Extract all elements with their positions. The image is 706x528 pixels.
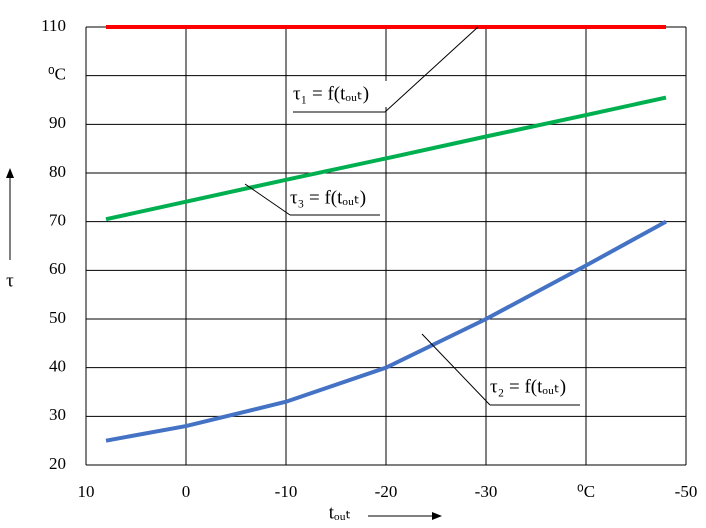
annotation-leader [384, 26, 479, 113]
annotation-leader [244, 183, 291, 216]
series-annotation: τ₁ = f(tₒᵤₜ) [293, 83, 369, 104]
y-tick-label: 70 [49, 211, 66, 230]
y-tick-label: 60 [49, 259, 66, 278]
x-tick-label: -30 [475, 482, 498, 501]
y-tick-label: 110 [41, 16, 66, 35]
x-tick-label: -20 [375, 482, 398, 501]
annotation-leader [421, 333, 491, 406]
x-axis-arrowhead [432, 512, 442, 520]
x-tick-label: -50 [675, 482, 698, 501]
y-tick-label: 30 [49, 405, 66, 424]
y-tick-label: 80 [49, 162, 66, 181]
x-axis-label: tₒᵤₜ [329, 502, 352, 523]
x-tick-label: 10 [78, 482, 95, 501]
y-tick-label: 40 [49, 357, 66, 376]
y-axis-label: τ [6, 270, 14, 291]
annotation-bg [290, 81, 388, 107]
x-tick-label: -10 [275, 482, 298, 501]
series-line [105, 219, 667, 443]
series-annotation: τ₃ = f(tₒᵤₜ) [290, 187, 366, 208]
y-tick-label: ⁰C [48, 65, 66, 84]
x-tick-label: ⁰C [577, 482, 595, 501]
y-tick-label: 90 [49, 113, 66, 132]
y-tick-label: 20 [49, 454, 66, 473]
series-annotation: τ₂ = f(tₒᵤₜ) [490, 376, 566, 397]
annotation-bg [487, 374, 583, 400]
annotation-bg [287, 185, 383, 211]
series-line [105, 95, 667, 222]
y-axis-arrowhead [6, 168, 14, 178]
y-tick-label: 50 [49, 308, 66, 327]
x-tick-label: 0 [182, 482, 191, 501]
